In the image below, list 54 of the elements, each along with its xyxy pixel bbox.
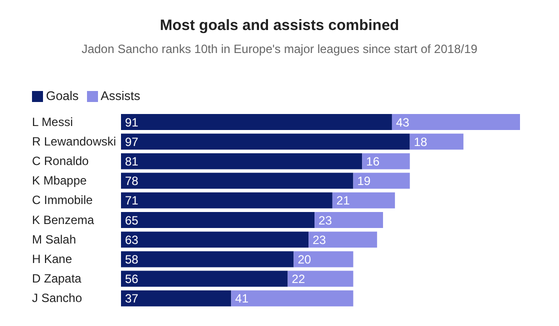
data-label: 23: [318, 213, 332, 228]
bar: [314, 212, 384, 228]
chart-subtitle: Jadon Sancho ranks 10th in Europe's major leagues since start of 2018/19: [80, 42, 478, 56]
data-label: 20: [298, 252, 312, 266]
bar: [294, 251, 354, 268]
data-label: 23: [312, 232, 326, 247]
data-label: 63: [125, 232, 139, 247]
bar: [392, 114, 520, 130]
bar: [121, 212, 315, 228]
bar: [121, 270, 288, 287]
bar: [121, 290, 232, 306]
bar: [332, 192, 395, 208]
bar: [362, 153, 410, 170]
legend-label: Assists: [100, 89, 140, 103]
y-tick-label: M Salah: [32, 232, 76, 246]
bar: [121, 134, 410, 150]
data-label: 65: [125, 213, 139, 228]
y-tick-label: J Sancho: [32, 291, 82, 306]
data-label: 41: [235, 292, 249, 306]
chart-title: Most goals and assists combined: [158, 17, 400, 34]
bar: [121, 251, 294, 268]
data-label: 71: [125, 194, 139, 208]
data-label: 91: [125, 115, 139, 130]
data-label: 43: [396, 115, 410, 130]
y-tick-label: H Kane: [32, 252, 72, 266]
data-label: 56: [125, 272, 139, 286]
bar: [308, 232, 378, 248]
data-label: 97: [125, 134, 139, 149]
bar: [410, 134, 464, 150]
bar: [121, 153, 362, 170]
bar: [121, 192, 332, 208]
y-tick-label: R Lewandowski: [32, 134, 116, 148]
data-label: 58: [125, 252, 139, 266]
y-tick-label: C Immobile: [32, 193, 94, 208]
y-tick-label: C Ronaldo: [32, 154, 90, 168]
data-label: 78: [125, 174, 139, 188]
y-tick-label: K Benzema: [32, 212, 94, 227]
bar: [231, 290, 354, 306]
y-tick-label: D Zapata: [32, 272, 82, 286]
data-label: 37: [125, 292, 139, 306]
bar: [121, 232, 309, 248]
data-label: 81: [125, 154, 139, 168]
bar: [121, 172, 354, 189]
bar: [121, 114, 392, 130]
bar: [288, 270, 354, 287]
y-tick-label: L Messi: [32, 114, 73, 129]
data-label: 19: [357, 174, 371, 188]
y-tick-label: K Mbappe: [32, 174, 88, 188]
data-label: 22: [292, 272, 306, 286]
data-label: 16: [366, 154, 380, 168]
data-label: 18: [414, 134, 428, 149]
legend-label: Goals: [46, 89, 79, 103]
data-label: 21: [336, 194, 350, 208]
bar: [353, 172, 410, 189]
